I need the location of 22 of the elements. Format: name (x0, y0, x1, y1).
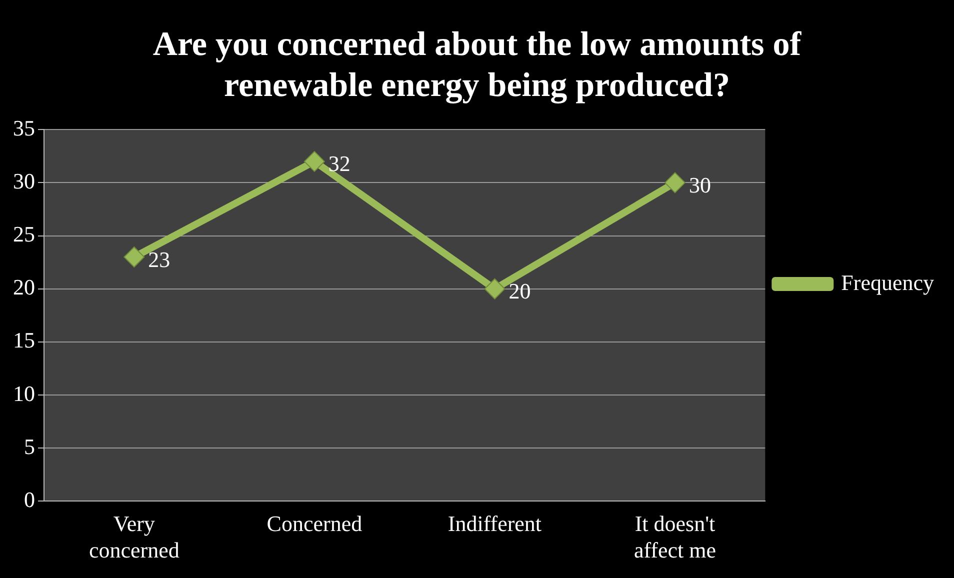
point (664, 172, 686, 194)
x-tick-label: Indifferent (448, 511, 542, 536)
y-tick-label: 20 (13, 274, 35, 300)
legend-label: Frequency (841, 270, 934, 295)
y-tick-label: 35 (13, 115, 35, 140)
y-tick-label: 15 (13, 328, 35, 353)
point (124, 246, 145, 268)
data-label: 20 (508, 278, 531, 304)
data-label: 30 (689, 172, 711, 198)
chart-title: Are you concerned about the low amounts of renewable energy being produced? (152, 26, 802, 104)
y-tick-label: 30 (13, 168, 35, 194)
y-tick-label: 25 (13, 222, 35, 247)
point (304, 150, 325, 172)
y-tick-label: 5 (24, 434, 35, 459)
x-tick-label: Very concerned (88, 511, 180, 563)
x-tick-label: Concerned (266, 511, 362, 536)
point (484, 278, 506, 300)
x-tick-label: It doesn't affect me (634, 511, 716, 563)
data-label: 23 (148, 246, 170, 272)
y-tick-label: 10 (13, 380, 35, 406)
data-label: 32 (328, 151, 350, 176)
y-tick-label: 0 (24, 486, 35, 512)
